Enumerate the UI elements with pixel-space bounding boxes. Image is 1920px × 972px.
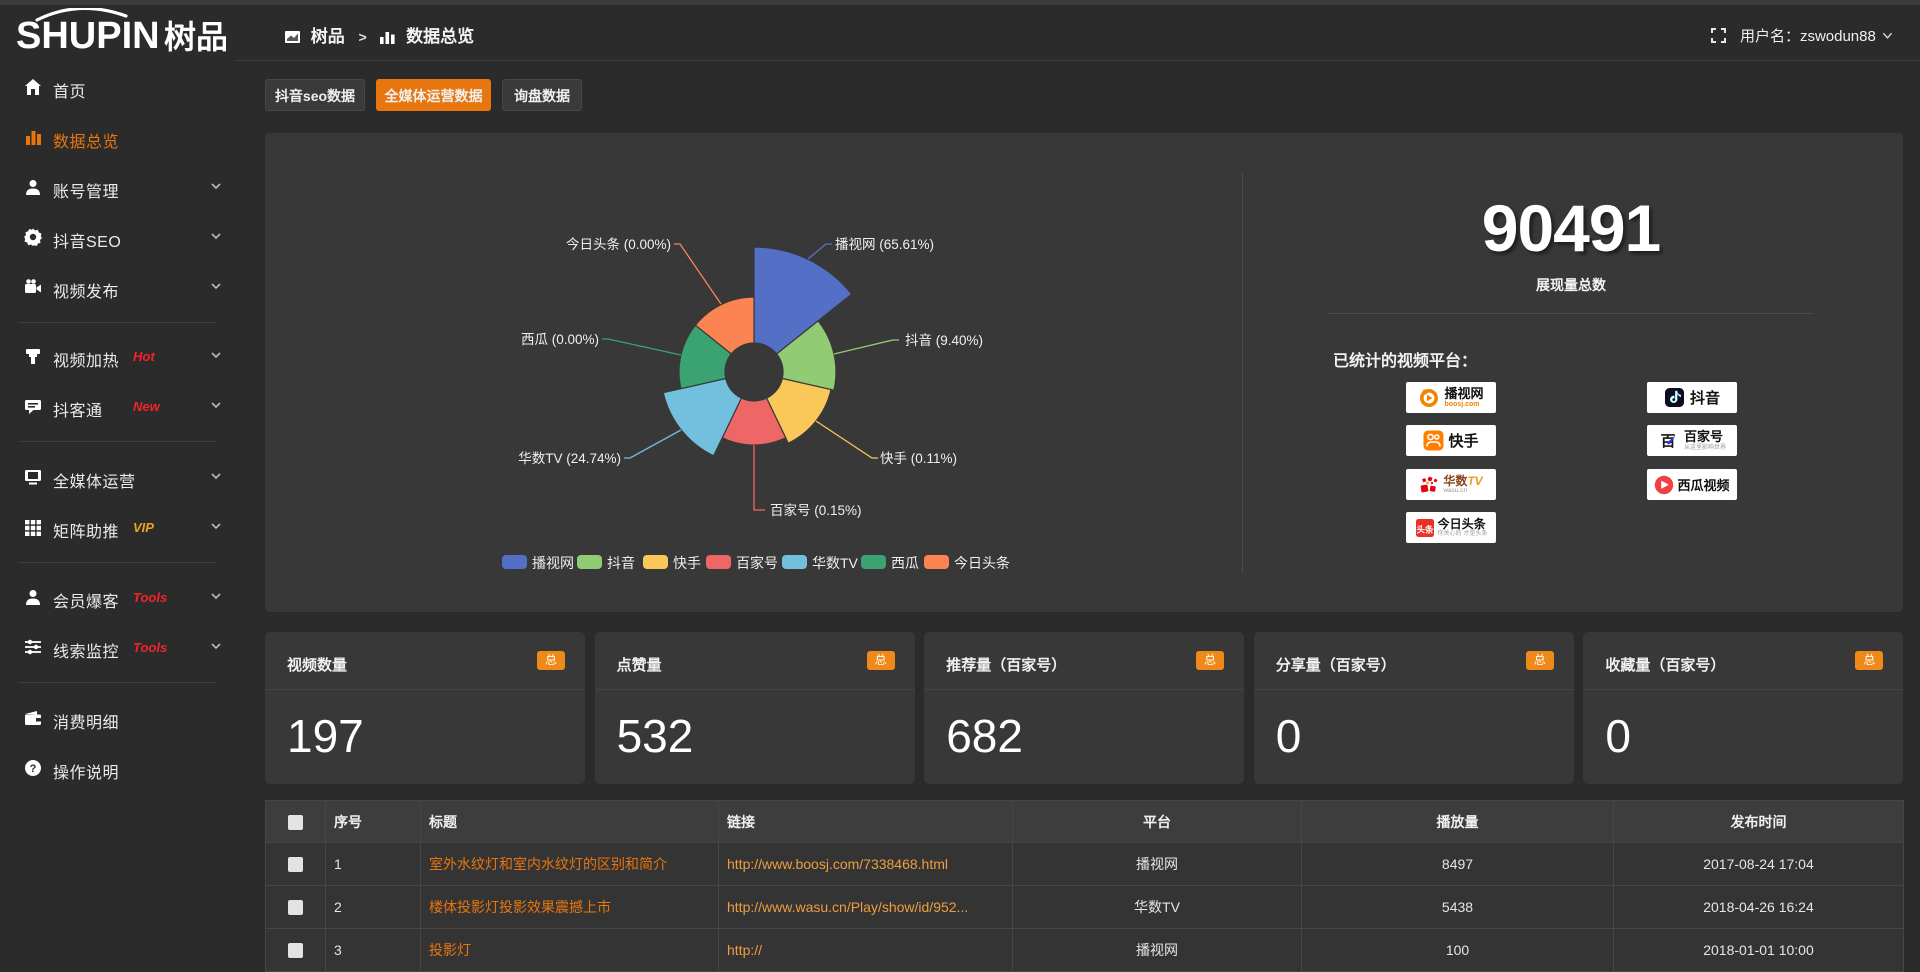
svg-text:快手 (0.11%): 快手 (0.11%) [880, 451, 957, 466]
svg-text:播视网 (65.61%): 播视网 (65.61%) [835, 237, 934, 252]
svg-text:百: 百 [1660, 433, 1675, 450]
svg-text:头条: 头条 [1416, 524, 1434, 534]
svg-text:?: ? [30, 763, 37, 775]
svg-text:百家号 (0.15%): 百家号 (0.15%) [770, 502, 862, 518]
svg-text:华数TV (24.74%): 华数TV (24.74%) [518, 451, 621, 466]
svg-text:西瓜 (0.00%): 西瓜 (0.00%) [521, 332, 599, 347]
svg-text:今日头条 (0.00%): 今日头条 (0.00%) [566, 236, 671, 252]
svg-text:树品: 树品 [164, 19, 226, 55]
svg-text:抖音 (9.40%): 抖音 (9.40%) [905, 332, 983, 348]
svg-text:SHUPIN: SHUPIN [16, 15, 160, 57]
